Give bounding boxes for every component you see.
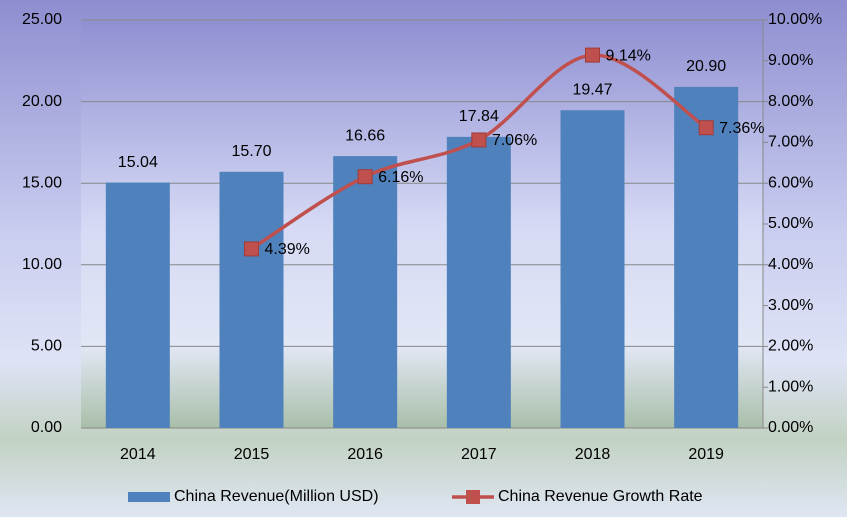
line-value-label: 7.06% (492, 132, 537, 149)
bar (333, 156, 398, 428)
bar-value-label: 16.66 (345, 127, 385, 144)
bar (674, 86, 739, 429)
bar-value-label: 15.70 (231, 143, 271, 160)
legend-label: China Revenue Growth Rate (498, 488, 703, 505)
legend-label: China Revenue(Million USD) (174, 488, 379, 505)
x-tick-label: 2015 (234, 446, 270, 463)
bar-value-label: 20.90 (686, 58, 726, 75)
bar-value-label: 15.04 (118, 154, 158, 171)
y2-tick-label: 5.00% (768, 215, 813, 232)
line-marker (471, 132, 487, 148)
y2-tick-label: 10.00% (768, 11, 822, 28)
bar (219, 171, 284, 428)
y-tick-label: 5.00 (31, 338, 62, 355)
bar-value-label: 19.47 (572, 81, 612, 98)
line-marker (244, 241, 259, 257)
line-value-label: 7.36% (719, 120, 764, 137)
x-tick-label: 2019 (688, 446, 724, 463)
line-value-label: 9.14% (606, 47, 651, 64)
y2-tick-label: 6.00% (768, 174, 813, 191)
bar (560, 110, 625, 428)
y2-tick-label: 7.00% (768, 134, 813, 151)
y2-tick-label: 9.00% (768, 52, 813, 69)
x-tick-label: 2017 (461, 446, 497, 463)
y2-tick-label: 2.00% (768, 338, 813, 355)
plot-area (81, 20, 763, 428)
y-tick-label: 20.00 (22, 93, 62, 110)
line-marker (585, 47, 600, 63)
line-value-label: 6.16% (378, 169, 423, 186)
line-value-label: 4.39% (265, 241, 310, 258)
line-marker (357, 169, 373, 185)
y-tick-label: 10.00 (22, 256, 62, 273)
x-tick-label: 2014 (120, 446, 156, 463)
x-tick-label: 2016 (347, 446, 383, 463)
y2-tick-label: 4.00% (768, 256, 813, 273)
y-tick-label: 0.00 (31, 419, 62, 436)
legend-swatch (128, 492, 170, 502)
y-tick-label: 25.00 (22, 11, 62, 28)
y2-tick-label: 1.00% (768, 378, 813, 395)
legend-swatch (466, 490, 480, 504)
bar (446, 136, 511, 428)
line-marker (698, 120, 714, 136)
y2-tick-label: 3.00% (768, 297, 813, 314)
x-tick-label: 2018 (575, 446, 611, 463)
y2-tick-label: 8.00% (768, 93, 813, 110)
y2-tick-label: 0.00% (768, 419, 813, 436)
bar (105, 182, 170, 428)
bar-value-label: 17.84 (459, 108, 499, 125)
y-tick-label: 15.00 (22, 174, 62, 191)
